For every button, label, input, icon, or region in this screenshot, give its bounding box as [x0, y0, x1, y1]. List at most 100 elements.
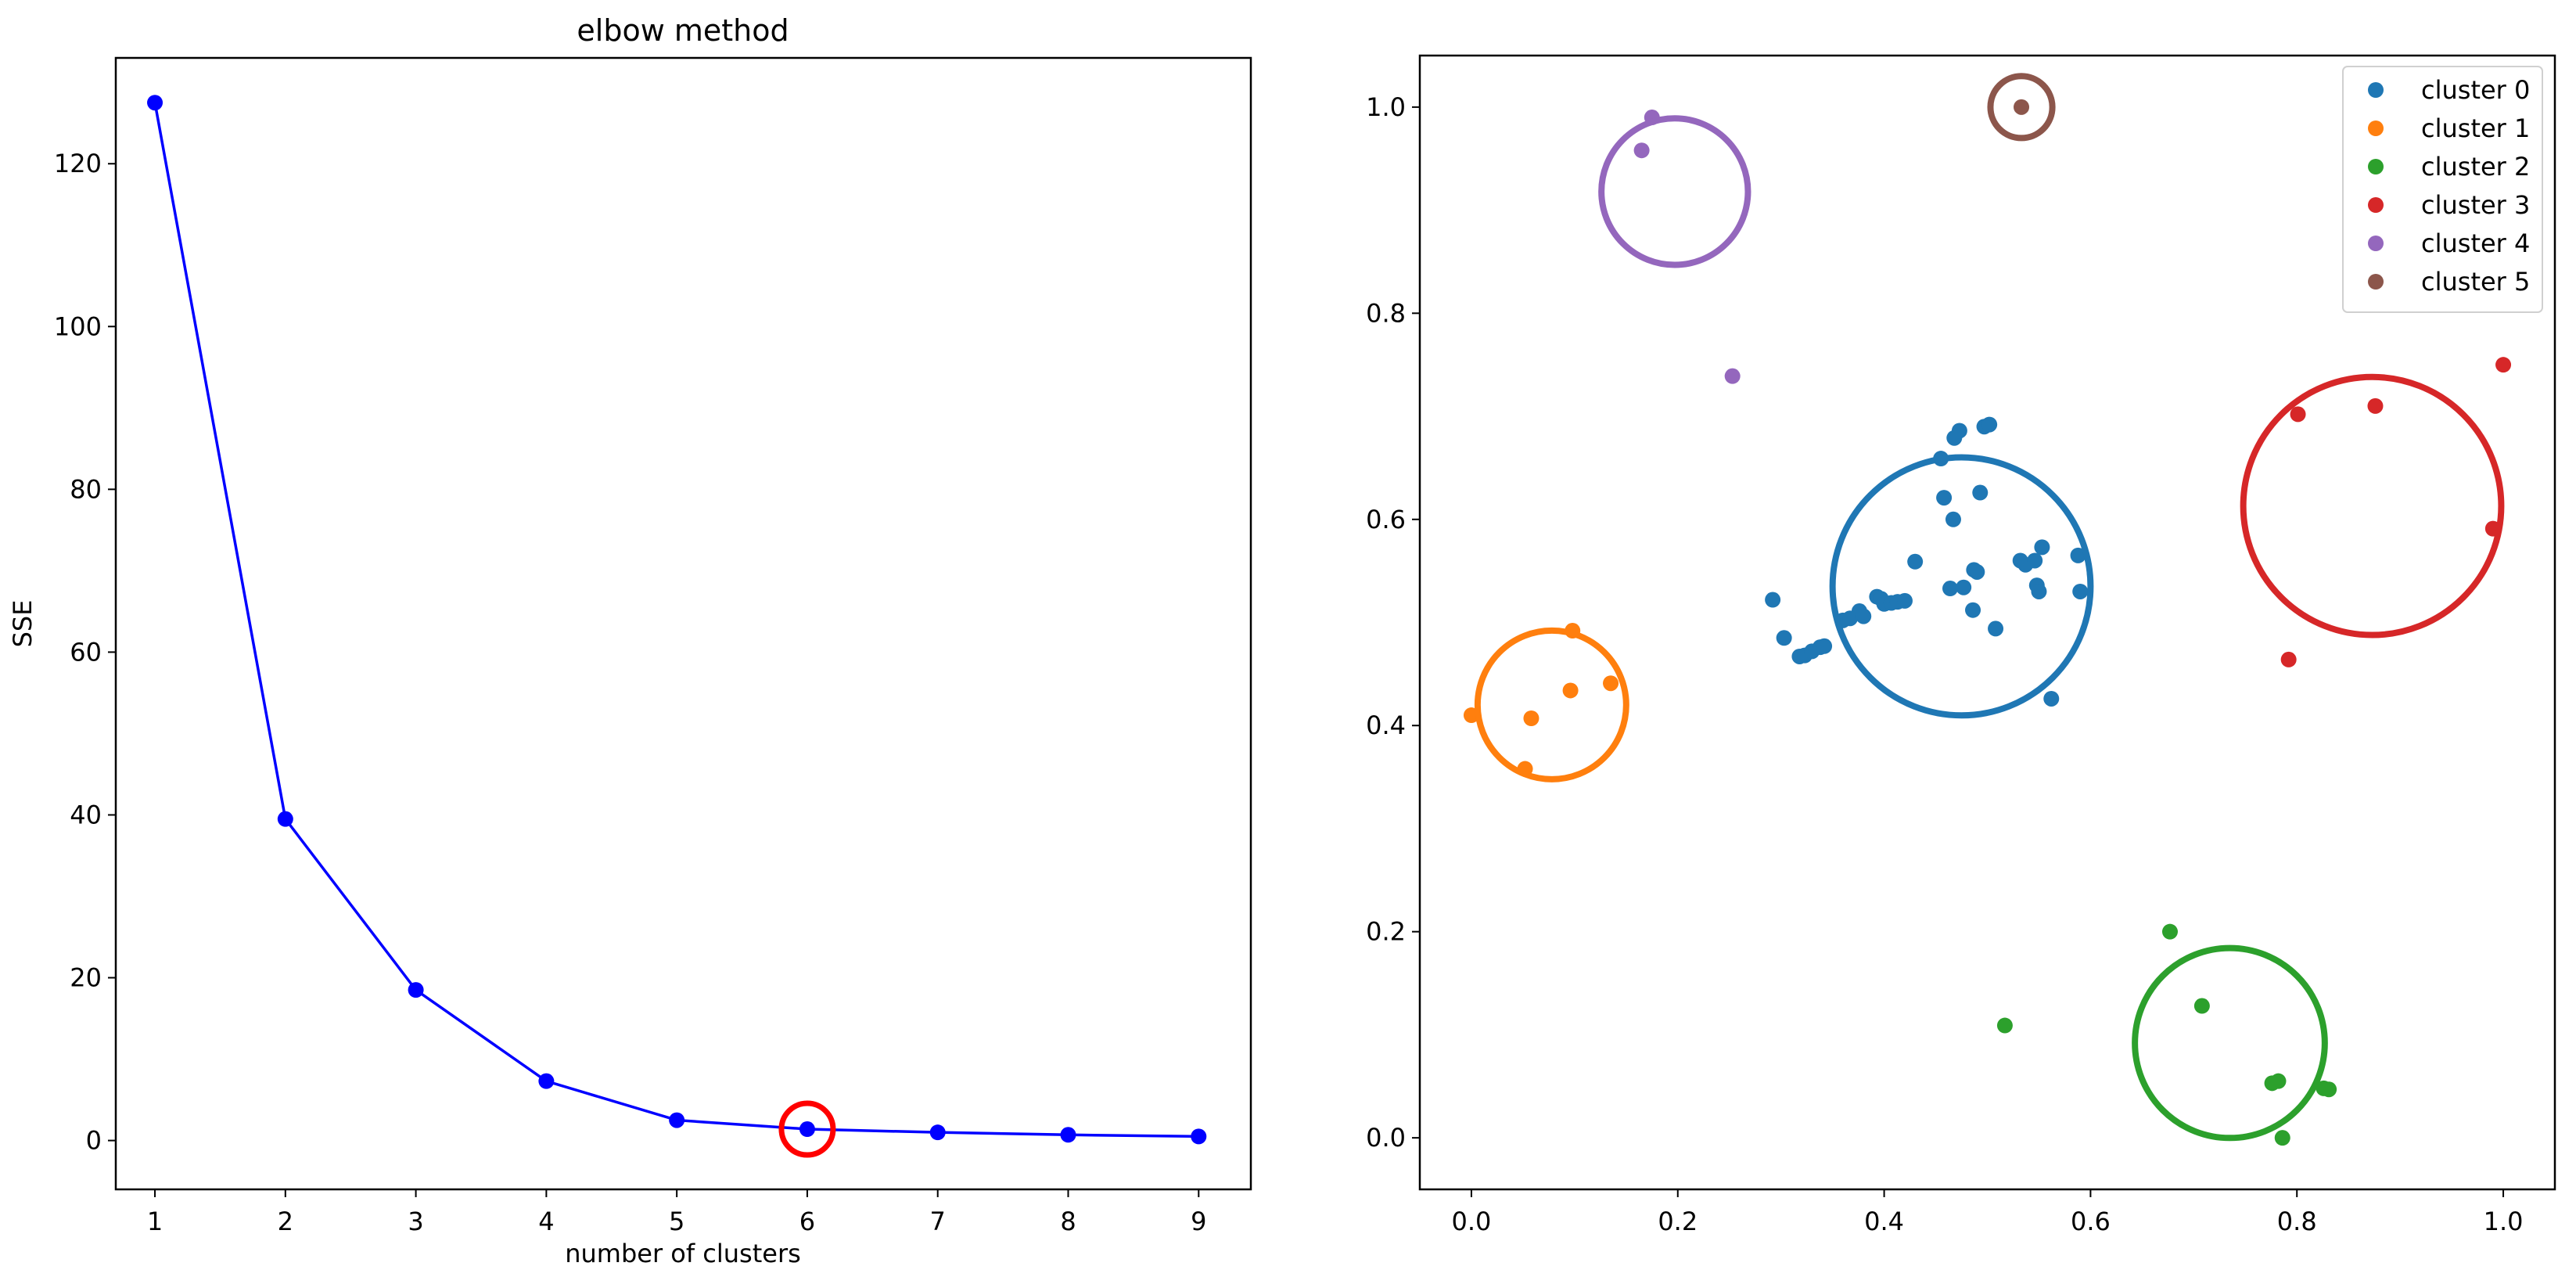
- elbow-data-point: [277, 811, 293, 827]
- elbow-data-point: [408, 982, 424, 998]
- cluster-2-point: [2161, 923, 2178, 940]
- elbow-chart: elbow method 1 2 3 4 5 6 7 8 9 0 20 40 60 80 100 120 nu…: [8, 13, 1252, 1268]
- cluster-5-boundary-circle: [1987, 73, 2056, 142]
- legend-marker-cluster-4: [2368, 236, 2384, 251]
- cluster-0-point: [1816, 638, 1833, 654]
- cluster-1-boundary-circle: [1474, 627, 1629, 782]
- x-tick-label: 9: [1191, 1207, 1206, 1236]
- legend-marker-cluster-2: [2368, 159, 2384, 174]
- cluster-0-point: [1969, 563, 1985, 580]
- legend-marker-cluster-5: [2368, 274, 2384, 290]
- cluster-3-boundary-circle: [2240, 373, 2505, 638]
- elbow-axes-frame: [114, 56, 1252, 1191]
- cluster-1-point: [1603, 675, 1619, 692]
- cluster-1-point: [1523, 710, 1539, 727]
- scatter-plot-area: 0.0 0.2 0.4 0.6 0.8 1.0 0.0 0.2 0.4 0.6 0.8 1.0: [1366, 73, 2524, 1236]
- x-tick-label: 0.4: [1864, 1207, 1904, 1236]
- cluster-scatter-chart: 0.0 0.2 0.4 0.6 0.8 1.0 0.0 0.2 0.4 0.6 0.8 1.0 clu…: [1366, 54, 2556, 1236]
- cluster-0-point: [1765, 592, 1781, 608]
- y-tick-label: 0: [86, 1126, 102, 1156]
- y-tick-label: 20: [70, 963, 102, 993]
- elbow-data-point: [1191, 1128, 1207, 1145]
- cluster-0-boundary-circle: [1829, 454, 2094, 719]
- y-tick-label: 1.0: [1366, 92, 1406, 122]
- elbow-data-point: [538, 1073, 555, 1089]
- cluster-3-point: [2367, 397, 2384, 414]
- legend-label-cluster-2: cluster 2: [2421, 152, 2530, 182]
- cluster-2-point: [2274, 1130, 2290, 1146]
- cluster-0-point: [2043, 690, 2060, 707]
- legend-label-cluster-5: cluster 5: [2421, 267, 2530, 297]
- cluster-3-point: [2290, 406, 2306, 423]
- x-tick-label: 0.0: [1452, 1207, 1492, 1236]
- cluster-0-point: [2027, 552, 2043, 569]
- cluster-0-point: [1942, 581, 1959, 597]
- cluster-2-point: [2193, 998, 2210, 1014]
- cluster-0-point: [1896, 592, 1913, 609]
- legend-label-cluster-1: cluster 1: [2421, 113, 2530, 143]
- y-tick-label: 0.6: [1366, 505, 1406, 534]
- x-tick-label: 4: [538, 1207, 554, 1236]
- y-tick-label: 120: [54, 149, 102, 178]
- cluster-0-point: [1965, 602, 1981, 618]
- cluster-0-point: [1951, 423, 1967, 439]
- cluster-0-point: [1936, 490, 1953, 506]
- cluster-0-point: [1972, 484, 1989, 501]
- legend-marker-cluster-3: [2368, 197, 2384, 213]
- elbow-x-axis-label: number of clusters: [565, 1239, 801, 1268]
- cluster-0-point: [1988, 621, 2004, 637]
- cluster-0-point: [1981, 416, 1998, 433]
- elbow-y-axis-label: SSE: [8, 600, 38, 648]
- elbow-plot-area: 1 2 3 4 5 6 7 8 9 0 20 40 60 80 100 120: [54, 95, 1207, 1236]
- y-tick-label: 0.2: [1366, 917, 1406, 947]
- cluster-0-point: [1776, 630, 1792, 646]
- elbow-data-point: [929, 1124, 946, 1141]
- cluster-4-point: [1724, 368, 1741, 384]
- x-tick-label: 5: [669, 1207, 684, 1236]
- legend-label-cluster-0: cluster 0: [2421, 75, 2530, 105]
- scatter-axes-frame: [1418, 54, 2556, 1191]
- cluster-0-point: [2034, 539, 2050, 556]
- x-tick-label: 6: [799, 1207, 815, 1236]
- x-tick-label: 2: [278, 1207, 293, 1236]
- cluster-0-point: [1907, 553, 1924, 570]
- cluster-3-point: [2495, 357, 2512, 373]
- elbow-chart-title: elbow method: [577, 13, 789, 48]
- cluster-4-point: [1633, 142, 1650, 159]
- x-tick-label: 8: [1060, 1207, 1076, 1236]
- elbow-data-point: [669, 1112, 685, 1128]
- y-tick-label: 80: [70, 474, 102, 504]
- elbow-data-point: [799, 1121, 815, 1138]
- cluster-0-point: [1945, 511, 1961, 527]
- x-tick-label: 7: [930, 1207, 946, 1236]
- elbow-data-point: [1060, 1127, 1076, 1143]
- cluster-0-point: [1856, 608, 1872, 624]
- y-tick-label: 40: [70, 800, 102, 829]
- cluster-3-point: [2280, 651, 2297, 667]
- y-tick-label: 0.4: [1366, 710, 1406, 740]
- x-tick-label: 0.6: [2071, 1207, 2111, 1236]
- cluster-2-point: [2321, 1081, 2337, 1098]
- cluster-0-point: [2072, 583, 2089, 599]
- scatter-legend: cluster 0 cluster 1 cluster 2 cluster 3 clus…: [2342, 66, 2543, 313]
- cluster-5-point: [2014, 99, 2030, 115]
- legend-label-cluster-3: cluster 3: [2421, 190, 2530, 220]
- elbow-data-point: [147, 95, 163, 111]
- y-tick-label: 60: [70, 637, 102, 667]
- y-tick-label: 100: [54, 311, 102, 341]
- x-tick-label: 1: [147, 1207, 163, 1236]
- x-tick-label: 3: [408, 1207, 423, 1236]
- cluster-2-boundary-circle: [2132, 944, 2328, 1142]
- x-tick-label: 0.8: [2277, 1207, 2317, 1236]
- cluster-2-point: [2270, 1073, 2287, 1089]
- cluster-0-point: [2070, 547, 2086, 563]
- cluster-0-point: [2031, 583, 2047, 599]
- legend-box: [2342, 66, 2543, 313]
- elbow-highlight-circle: [778, 1100, 836, 1158]
- x-tick-label: 0.2: [1658, 1207, 1698, 1236]
- cluster-2-point: [1996, 1017, 2013, 1034]
- cluster-4-boundary-circle: [1598, 115, 1751, 268]
- x-tick-label: 1.0: [2484, 1207, 2524, 1236]
